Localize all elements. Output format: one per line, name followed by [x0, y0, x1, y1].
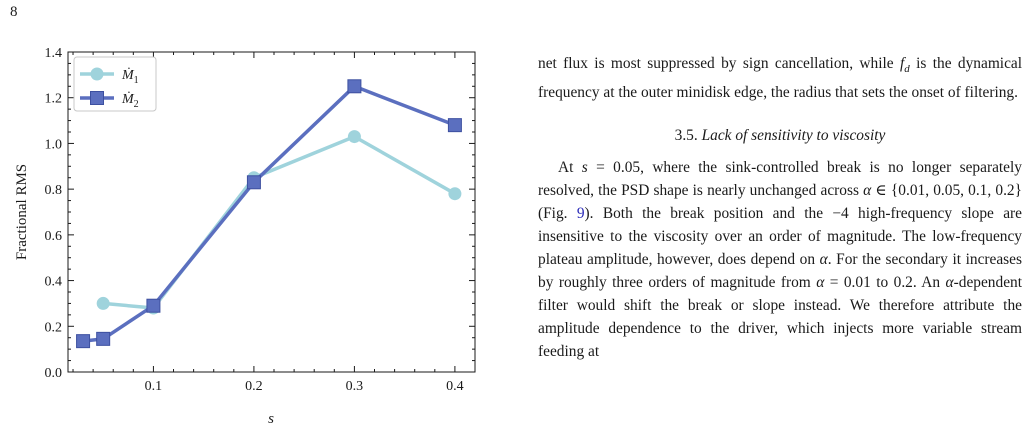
data-point-mdot2	[246, 175, 261, 190]
fractional-rms-chart: 0.1 0.2 0.3 0.4 0.0 0.2 0.4 0.6 0.8 1.0 1.2 1.4 Fra…	[14, 46, 476, 427]
data-point-mdot2	[146, 298, 161, 313]
y-tick-label: 0.8	[45, 183, 63, 198]
data-point-mdot2	[76, 334, 91, 349]
x-tick-label: 0.3	[346, 379, 364, 394]
x-axis-label: s	[268, 411, 274, 427]
data-point-mdot2	[96, 331, 111, 346]
data-point-mdot2	[347, 79, 362, 94]
y-tick-label: 1.0	[45, 137, 63, 152]
y-tick-label: 0.6	[45, 229, 63, 244]
y-axis-label: Fractional RMS	[14, 164, 30, 260]
data-point-mdot2	[447, 118, 462, 133]
data-point-mdot1	[448, 187, 462, 201]
series-line-mdot1	[103, 134, 456, 310]
x-tick-label: 0.1	[145, 379, 163, 394]
y-tick-label: 1.2	[45, 92, 63, 107]
legend-marker-mdot1	[90, 67, 104, 81]
x-tick-label: 0.2	[245, 379, 263, 394]
page-number: 8	[10, 4, 18, 20]
figure-reference-link[interactable]: 9	[576, 205, 585, 223]
axes-layer: 0.1 0.2 0.3 0.4 0.0 0.2 0.4 0.6 0.8 1.0 1.2 1.4	[45, 46, 475, 394]
fractional-rms-figure: 0.1 0.2 0.3 0.4 0.0 0.2 0.4 0.6 0.8 1.0 1.2 1.4 Fra…	[0, 30, 520, 440]
intro-paragraph: net flux is most suppressed by sign canc…	[538, 55, 1023, 102]
data-point-mdot1	[96, 296, 110, 310]
legend-marker-mdot2	[90, 91, 104, 105]
legend-label-mdot1: Ṁ1	[121, 67, 139, 86]
legend-label-mdot2: Ṁ2	[121, 91, 139, 110]
y-tick-label: 0.4	[45, 275, 63, 290]
series-layer	[76, 79, 462, 349]
legend-box	[73, 56, 157, 112]
section-heading: 3.5. Lack of sensitivity to viscosity	[674, 127, 886, 145]
y-tick-label: 1.4	[45, 46, 63, 61]
viscosity-paragraph: At s = 0.05, where the sink-controlled b…	[538, 159, 1022, 361]
legend: Ṁ1 Ṁ2	[73, 56, 157, 112]
x-tick-label: 0.4	[446, 379, 464, 394]
body-text-column: net flux is most suppressed by sign canc…	[538, 52, 1022, 363]
data-point-mdot1	[347, 130, 361, 144]
series-line-mdot2	[82, 84, 456, 343]
y-tick-label: 0.2	[45, 320, 63, 335]
y-tick-label: 0.0	[45, 366, 63, 381]
